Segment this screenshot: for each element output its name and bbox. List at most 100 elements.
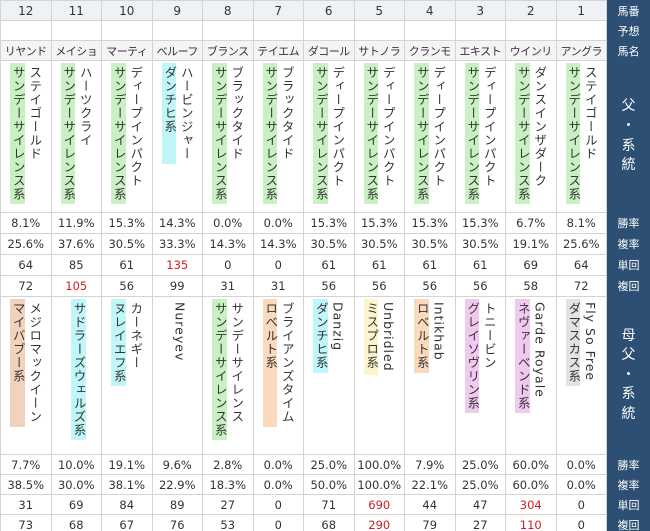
- stat-m-tan: 47: [454, 494, 506, 515]
- header-win: 勝率: [606, 212, 650, 234]
- bloodline-cell: サンデーサイレンス系 ディープインパクト: [353, 60, 405, 213]
- line-name: ネヴァーベンド系: [515, 299, 531, 413]
- horse-number: 2: [505, 0, 557, 21]
- bloodline-cell: マイバブー系 メジロマックイーン: [0, 296, 52, 455]
- line-name: サンデーサイレンス系: [313, 63, 329, 204]
- stallion-name: Intikhab: [431, 302, 447, 361]
- stat-m-win: 10.0%: [50, 454, 102, 475]
- horse-name[interactable]: ベルーフ: [151, 40, 203, 61]
- stat-m-tan: 0: [555, 494, 607, 515]
- stallion-name: Garde Royale: [532, 302, 548, 398]
- stallion-name: メジロマックイーン: [27, 302, 43, 424]
- line-name: グレイソヴリン系: [464, 299, 480, 413]
- stat-m-tan: 0: [252, 494, 304, 515]
- horse-number: 7: [252, 0, 304, 21]
- horse-name[interactable]: メイショ: [50, 40, 102, 61]
- line-name: サンデーサイレンス系: [212, 63, 228, 204]
- horse-name[interactable]: クランモ: [404, 40, 456, 61]
- horse-name[interactable]: アングラ: [555, 40, 607, 61]
- line-name: サンデーサイレンス系: [464, 63, 480, 204]
- stallion-name: Nureyev: [172, 299, 188, 365]
- prediction-cell[interactable]: [555, 20, 607, 41]
- stat-m-win: 25.0%: [303, 454, 355, 475]
- horse-name[interactable]: ウインリ: [505, 40, 557, 61]
- line-name: ヌレイエフ系: [111, 299, 127, 386]
- stat-m-tan: 89: [151, 494, 203, 515]
- stallion-name: ディープインパクト: [380, 66, 396, 188]
- prediction-cell[interactable]: [252, 20, 304, 41]
- stat-m-win: 19.1%: [101, 454, 153, 475]
- horse-name[interactable]: ブランス: [202, 40, 254, 61]
- stat-f-fuku: 56: [303, 275, 355, 297]
- horse-number: 6: [303, 0, 355, 21]
- horse-name[interactable]: リヤンド: [0, 40, 52, 61]
- stat-f-place: 25.6%: [555, 233, 607, 255]
- prediction-cell[interactable]: [151, 20, 203, 41]
- line-name: サンデーサイレンス系: [212, 299, 228, 440]
- horse-name[interactable]: サトノラ: [353, 40, 405, 61]
- stat-f-place: 30.5%: [303, 233, 355, 255]
- stat-m-fuku: 27: [454, 514, 506, 531]
- horse-name[interactable]: エキスト: [454, 40, 506, 61]
- stat-f-win: 15.3%: [404, 212, 456, 234]
- horse-number: 12: [0, 0, 52, 21]
- prediction-cell[interactable]: [101, 20, 153, 41]
- stat-m-place: 30.0%: [50, 474, 102, 495]
- horse-name[interactable]: テイエム: [252, 40, 304, 61]
- stat-f-fuku: 31: [252, 275, 304, 297]
- stat-m-fuku: 53: [202, 514, 254, 531]
- bloodline-cell: サンデーサイレンス系 ダンスインザダーク: [505, 60, 557, 213]
- stat-m-fuku: 0: [555, 514, 607, 531]
- stat-m-place: 50.0%: [303, 474, 355, 495]
- stat-m-fuku: 76: [151, 514, 203, 531]
- stat-f-place: 30.5%: [101, 233, 153, 255]
- stallion-name: ディープインパクト: [330, 66, 346, 188]
- line-name: ダンチヒ系: [313, 299, 329, 373]
- bloodline-cell: サンデーサイレンス系 ディープインパクト: [303, 60, 355, 213]
- stat-f-place: 14.3%: [202, 233, 254, 255]
- stat-f-win: 6.7%: [505, 212, 557, 234]
- prediction-cell[interactable]: [202, 20, 254, 41]
- prediction-cell[interactable]: [0, 20, 52, 41]
- stallion-name: サンデーサイレンス: [229, 302, 245, 424]
- horse-number: 3: [454, 0, 506, 21]
- stat-f-win: 15.3%: [353, 212, 405, 234]
- stat-f-fuku: 56: [101, 275, 153, 297]
- stat-m-fuku: 68: [50, 514, 102, 531]
- horse-name[interactable]: ダコール: [303, 40, 355, 61]
- stat-m-win: 100.0%: [353, 454, 405, 475]
- stallion-name: ブライアンズタイム: [279, 302, 295, 424]
- stat-f-tan: 61: [101, 254, 153, 276]
- bloodline-cell: Nureyev: [151, 296, 203, 455]
- stat-f-win: 8.1%: [555, 212, 607, 234]
- prediction-cell[interactable]: [303, 20, 355, 41]
- stat-f-win: 0.0%: [202, 212, 254, 234]
- prediction-cell[interactable]: [404, 20, 456, 41]
- horse-number: 11: [50, 0, 102, 21]
- line-name: ロベルト系: [262, 299, 278, 427]
- stat-f-tan: 0: [252, 254, 304, 276]
- prediction-cell[interactable]: [505, 20, 557, 41]
- bloodline-cell: サンデーサイレンス系 ステイゴールド: [555, 60, 607, 213]
- stallion-name: ディープインパクト: [128, 66, 144, 188]
- stat-f-tan: 0: [202, 254, 254, 276]
- stat-m-place: 0.0%: [555, 474, 607, 495]
- prediction-cell[interactable]: [353, 20, 405, 41]
- horse-name[interactable]: マーティ: [101, 40, 153, 61]
- stat-m-fuku: 0: [252, 514, 304, 531]
- line-name: サンデーサイレンス系: [565, 63, 581, 204]
- prediction-cell[interactable]: [50, 20, 102, 41]
- header-tansho-dam: 単回: [606, 494, 650, 515]
- stat-f-win: 15.3%: [101, 212, 153, 234]
- header-bamei: 馬名: [606, 40, 650, 61]
- stat-m-tan: 84: [101, 494, 153, 515]
- line-name: サンデーサイレンス系: [363, 63, 379, 204]
- stat-m-place: 25.0%: [454, 474, 506, 495]
- bloodline-cell: サンデーサイレンス系 ブラックタイド: [202, 60, 254, 213]
- prediction-cell[interactable]: [454, 20, 506, 41]
- stat-m-place: 0.0%: [252, 474, 304, 495]
- stat-f-fuku: 56: [454, 275, 506, 297]
- header-fukusho: 複回: [606, 275, 650, 297]
- line-name: ダンチヒ系: [161, 63, 177, 164]
